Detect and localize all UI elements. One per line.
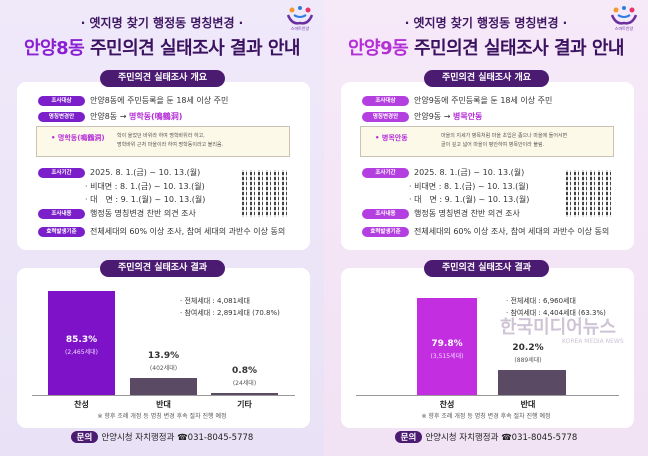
logo-icon <box>610 6 638 25</box>
contact-text: 안양시청 자치행정과 ☎031-8045-5778 <box>101 433 254 443</box>
content-text: 행정동 명칭변경 찬반 의견 조사 <box>414 209 520 218</box>
watermark-sub: KOREA MEDIA NEWS <box>562 338 624 345</box>
period-label: 조사기간 <box>362 168 409 178</box>
bar-value-label: 79.8% <box>431 338 463 349</box>
contact-label: 문의 <box>394 431 423 443</box>
bar-0 <box>417 297 477 395</box>
poster-1: · 옛지명 찾기 행정동 명칭변경 · 안양9동 주민의견 실태조사 결과 안내… <box>324 0 648 456</box>
chart-baseline <box>356 395 619 396</box>
proposal-text: 안양9동 → 병목안동 <box>414 111 482 122</box>
subtitle: · 옛지명 찾기 행정동 명칭변경 · <box>80 16 244 30</box>
subtitle: · 옛지명 찾기 행정동 명칭변경 · <box>404 16 568 30</box>
city-logo: 스마트안양 <box>608 5 640 35</box>
proposal-text: 안양8동 → 명학동(鳴鶴洞) <box>90 111 182 122</box>
city-logo: 스마트안양 <box>284 5 316 35</box>
bar-0 <box>48 290 115 395</box>
overview-card <box>17 82 310 250</box>
offline-period: · 대 면 : 9. 1.(월) ~ 10. 13.(월) <box>85 195 206 204</box>
stat-total: · 전체세대 : 4,081세대 <box>180 297 250 305</box>
contact-info: 문의 안양시청 자치행정과 ☎031-8045-5778 <box>0 431 324 443</box>
overview-heading: 주민의견 실태조사 개요 <box>424 70 549 87</box>
dong-name: 안양9동 <box>347 38 409 59</box>
period-text: 2025. 8. 1.(금) ~ 10. 13.(월) <box>90 168 201 177</box>
stat-total: · 전체세대 : 6,960세대 <box>506 297 576 305</box>
contact-text: 안양시청 자치행정과 ☎031-8045-5778 <box>425 433 578 443</box>
target-label: 조사대상 <box>38 96 85 106</box>
bar-count-label: (889세대) <box>514 357 542 365</box>
online-period: · 비대면 : 8. 1.(금) ~ 10. 13.(월) <box>85 182 205 191</box>
proposal-to: 명학동(鳴鶴洞) <box>128 112 183 121</box>
page-title: 안양8동 주민의견 실태조사 결과 안내 <box>0 34 324 60</box>
overview-heading: 주민의견 실태조사 개요 <box>100 70 225 87</box>
proposal-label: 명칭변경안 <box>362 112 409 122</box>
qr-code[interactable] <box>566 170 614 217</box>
period-text: 2025. 8. 1.(금) ~ 10. 13.(월) <box>414 168 525 177</box>
target-text: 안양8동에 주민등록을 둔 18세 이상 주민 <box>90 96 229 105</box>
note-line: 명학바위 근처 마을이라 하여 명학동이라고 불리움. <box>117 142 224 148</box>
dong-name: 안양8동 <box>23 38 85 59</box>
criteria-text: 전체세대의 60% 이상 조사, 참여 세대의 과반수 이상 동의 <box>90 227 286 236</box>
note-line: 학이 울었던 바위라 하여 명학바위라 하고, <box>117 133 205 139</box>
footnote: ※ 향후 조례 개정 등 명칭 변경 후속 절차 진행 예정 <box>97 413 227 420</box>
criteria-text: 전체세대의 60% 이상 조사, 참여 세대의 과반수 이상 동의 <box>414 227 610 236</box>
criteria-label: 효력발생기준 <box>362 227 409 237</box>
qr-code[interactable] <box>242 170 290 217</box>
overview-card <box>341 82 634 250</box>
bar-value-label: 13.9% <box>147 351 180 362</box>
footnote: ※ 향후 조례 개정 등 명칭 변경 후속 절차 진행 예정 <box>421 413 551 420</box>
results-card <box>341 268 634 428</box>
chart-baseline <box>32 395 295 396</box>
stat-participants: · 참여세대 : 4,404세대 (63.3%) <box>506 309 606 317</box>
note-line: 마을의 지세가 병목처럼 마을 초입은 좁으나 마을에 들어서면 <box>441 133 568 139</box>
logo-text: 스마트안양 <box>614 26 634 31</box>
note-key: • 명학동(鳴鶴洞) <box>51 134 105 142</box>
note-line: 골이 깊고 넓어 마을이 평안하여 병목안이라 불림. <box>441 142 545 148</box>
bar-value-label: 0.8% <box>232 366 257 376</box>
logo-text: 스마트안양 <box>290 26 310 31</box>
period-label: 조사기간 <box>38 168 85 178</box>
note-text: 학이 울었던 바위라 하여 명학바위라 하고, 명학바위 근처 마을이라 하여 명… <box>117 132 223 150</box>
watermark: 한국미디어뉴스 <box>500 317 616 338</box>
bar-2 <box>211 393 278 395</box>
proposal-from: 안양9동 → <box>414 112 453 121</box>
category-label: 찬성 <box>74 400 89 409</box>
proposal-from: 안양8동 → <box>90 112 129 121</box>
title-rest: 주민의견 실태조사 결과 안내 <box>408 38 625 59</box>
proposal-to: 병목안동 <box>452 112 483 121</box>
title-rest: 주민의견 실태조사 결과 안내 <box>84 38 301 59</box>
name-origin-box: • 명학동(鳴鶴洞) 학이 울었던 바위라 하여 명학바위라 하고, 명학바위 근… <box>36 126 290 157</box>
poster-0: · 옛지명 찾기 행정동 명칭변경 · 안양8동 주민의견 실태조사 결과 안내… <box>0 0 324 456</box>
bar-count-label: (402세대) <box>149 365 178 373</box>
contact-label: 문의 <box>70 431 99 443</box>
bar-count-label: (3,515세대) <box>430 352 464 360</box>
bar-value-label: 85.3% <box>65 334 98 345</box>
category-label: 기타 <box>237 400 252 409</box>
content-label: 조사내용 <box>362 209 409 219</box>
page-title: 안양9동 주민의견 실태조사 결과 안내 <box>324 34 648 60</box>
bar-1 <box>130 378 197 395</box>
category-label: 반대 <box>520 400 536 409</box>
content-label: 조사내용 <box>38 209 85 219</box>
results-heading: 주민의견 실태조사 결과 <box>100 260 225 277</box>
bar-1 <box>498 370 566 395</box>
bar-count-label: (24세대) <box>232 380 257 387</box>
target-text: 안양9동에 주민등록을 둔 18세 이상 주민 <box>414 96 553 105</box>
results-heading: 주민의견 실태조사 결과 <box>424 260 549 277</box>
logo-icon <box>286 6 314 25</box>
online-period: · 비대면 : 8. 1.(금) ~ 10. 13.(월) <box>409 182 529 191</box>
content-text: 행정동 명칭변경 찬반 의견 조사 <box>90 209 196 218</box>
category-label: 반대 <box>156 400 171 409</box>
offline-period: · 대 면 : 9. 1.(월) ~ 10. 13.(월) <box>409 195 530 204</box>
note-key: • 병목안동 <box>375 134 408 142</box>
bar-value-label: 20.2% <box>512 343 544 354</box>
contact-info: 문의 안양시청 자치행정과 ☎031-8045-5778 <box>324 431 648 443</box>
proposal-label: 명칭변경안 <box>38 112 85 122</box>
category-label: 찬성 <box>439 400 455 409</box>
bar-count-label: (2,465세대) <box>65 348 98 356</box>
target-label: 조사대상 <box>362 96 409 106</box>
criteria-label: 효력발생기준 <box>38 227 85 237</box>
stat-participants: · 참여세대 : 2,891세대 (70.8%) <box>180 309 280 317</box>
